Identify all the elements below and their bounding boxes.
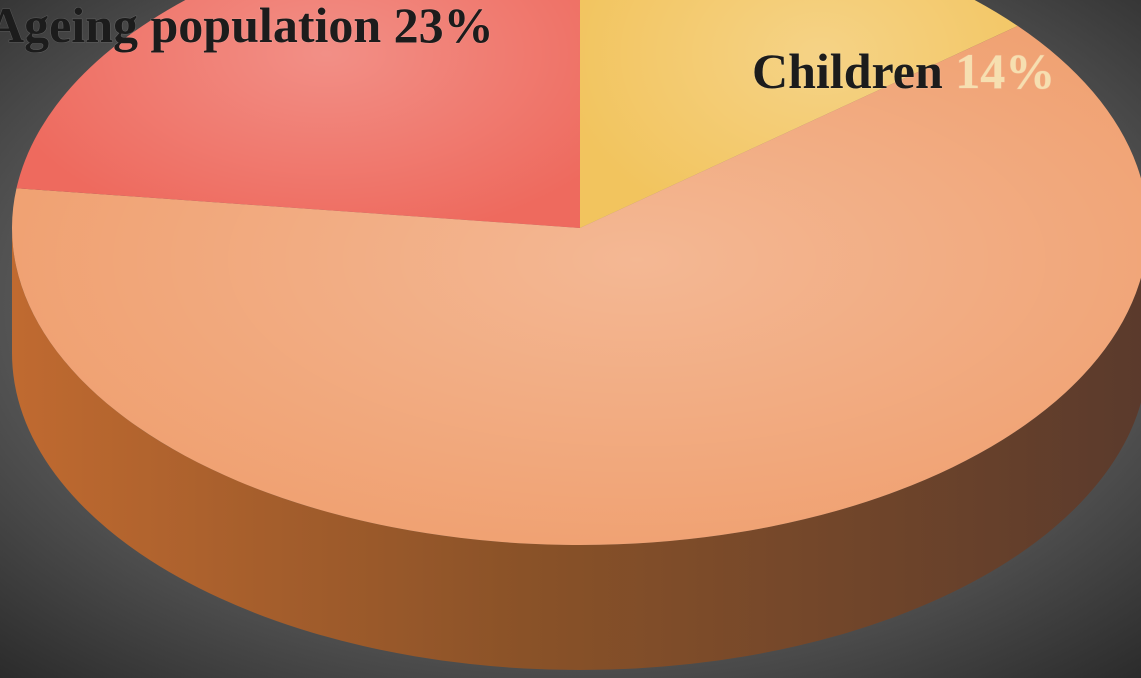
category-label: Ageing population xyxy=(0,0,381,53)
value-label: 14% xyxy=(955,43,1055,99)
category-label: Children xyxy=(752,43,943,99)
slice-label: Ageing population 23% xyxy=(0,0,494,53)
pie xyxy=(12,0,1141,670)
value-label: 23% xyxy=(394,0,494,53)
slice-side xyxy=(12,228,1141,670)
slice-label: Children 14% xyxy=(752,43,1055,99)
